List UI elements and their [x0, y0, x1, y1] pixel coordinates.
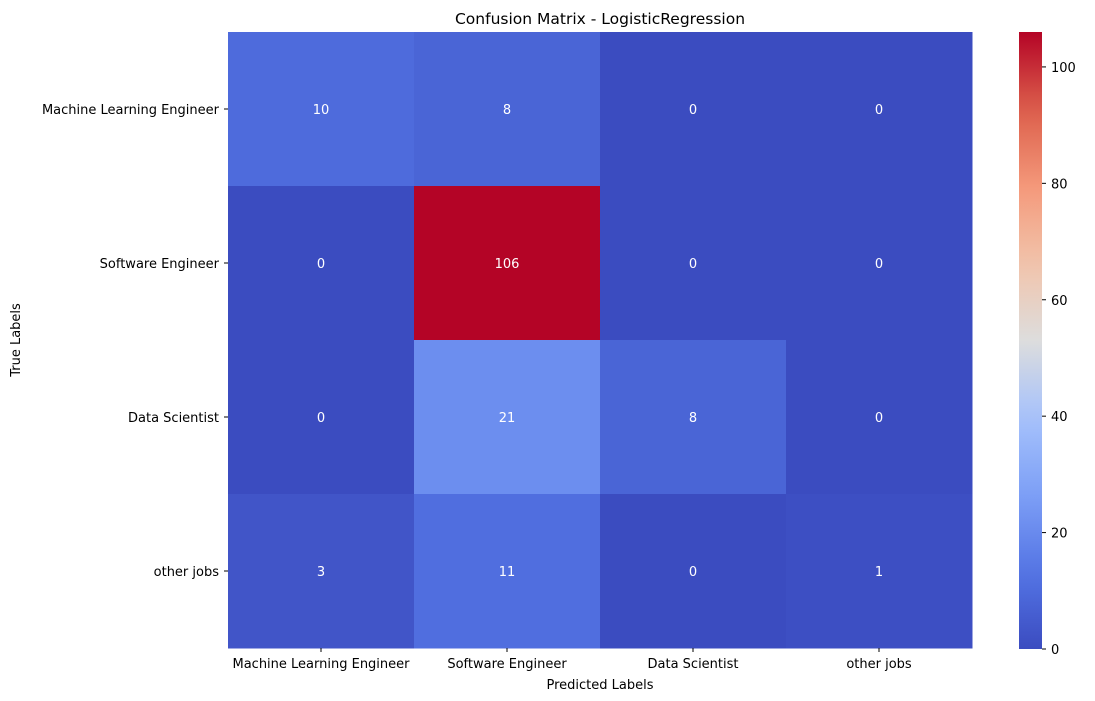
y-axis-ticks: Machine Learning Engineer Software Engine… [42, 103, 228, 580]
x-tick-label: Software Engineer [447, 657, 567, 672]
cell-value-r2-c2: 8 [689, 411, 697, 426]
cell-value-r3-c2: 0 [689, 565, 697, 580]
colorbar-tick-label: 20 [1051, 527, 1068, 542]
heatmap-cell-r3-c2 [600, 494, 787, 649]
colorbar-ticks: 0 20 40 60 80 100 [1042, 61, 1076, 658]
heatmap-cell-r0-c1 [414, 32, 601, 187]
cell-value-r1-c2: 0 [689, 257, 697, 272]
heatmap-cell-r2-c0 [228, 340, 415, 495]
heatmap-cell-r2-c3 [786, 340, 973, 495]
heatmap-cell-r0-c2 [600, 32, 787, 187]
colorbar [1019, 32, 1042, 649]
cell-value-r1-c0: 0 [317, 257, 325, 272]
cell-value-labels: 10 8 0 0 0 106 0 0 0 21 8 0 3 11 0 1 [313, 103, 883, 580]
heatmap-cell-r0-c0 [228, 32, 415, 187]
cell-value-r2-c0: 0 [317, 411, 325, 426]
y-tick-label: Data Scientist [128, 411, 219, 426]
cell-value-r2-c3: 0 [875, 411, 883, 426]
heatmap-cell-r1-c0 [228, 186, 415, 341]
heatmap-cell-r2-c2 [600, 340, 787, 495]
heatmap-cell-r0-c3 [786, 32, 973, 187]
x-tick-label: other jobs [846, 657, 912, 672]
y-tick-label: Machine Learning Engineer [42, 103, 220, 118]
x-tick-label: Machine Learning Engineer [232, 657, 410, 672]
y-tick-label: other jobs [154, 565, 220, 580]
heatmap-cells [228, 32, 973, 649]
cell-value-r3-c3: 1 [875, 565, 883, 580]
cell-value-r0-c2: 0 [689, 103, 697, 118]
heatmap-cell-r3-c3 [786, 494, 973, 649]
heatmap-cell-r1-c2 [600, 186, 787, 341]
cell-value-r3-c0: 3 [317, 565, 325, 580]
y-axis-label: True Labels [9, 303, 24, 378]
cell-value-r3-c1: 11 [499, 565, 516, 580]
x-axis-label: Predicted Labels [546, 678, 653, 693]
cell-value-r1-c3: 0 [875, 257, 883, 272]
cell-value-r0-c0: 10 [313, 103, 330, 118]
colorbar-tick-label: 100 [1051, 61, 1076, 76]
cell-value-r0-c3: 0 [875, 103, 883, 118]
cell-value-r0-c1: 8 [503, 103, 511, 118]
x-tick-label: Data Scientist [648, 657, 739, 672]
heatmap-cell-r2-c1 [414, 340, 601, 495]
cell-value-r2-c1: 21 [499, 411, 516, 426]
heatmap-cell-r1-c3 [786, 186, 973, 341]
chart-title: Confusion Matrix - LogisticRegression [455, 10, 745, 28]
colorbar-tick-label: 80 [1051, 177, 1068, 192]
colorbar-tick-label: 60 [1051, 294, 1068, 309]
heatmap-cell-r1-c1 [414, 186, 601, 341]
x-axis-ticks: Machine Learning Engineer Software Engine… [232, 648, 912, 672]
cell-value-r1-c1: 106 [495, 257, 520, 272]
colorbar-tick-label: 0 [1051, 643, 1059, 658]
colorbar-tick-label: 40 [1051, 410, 1068, 425]
y-tick-label: Software Engineer [100, 257, 220, 272]
heatmap-cell-r3-c1 [414, 494, 601, 649]
heatmap-cell-r3-c0 [228, 494, 415, 649]
